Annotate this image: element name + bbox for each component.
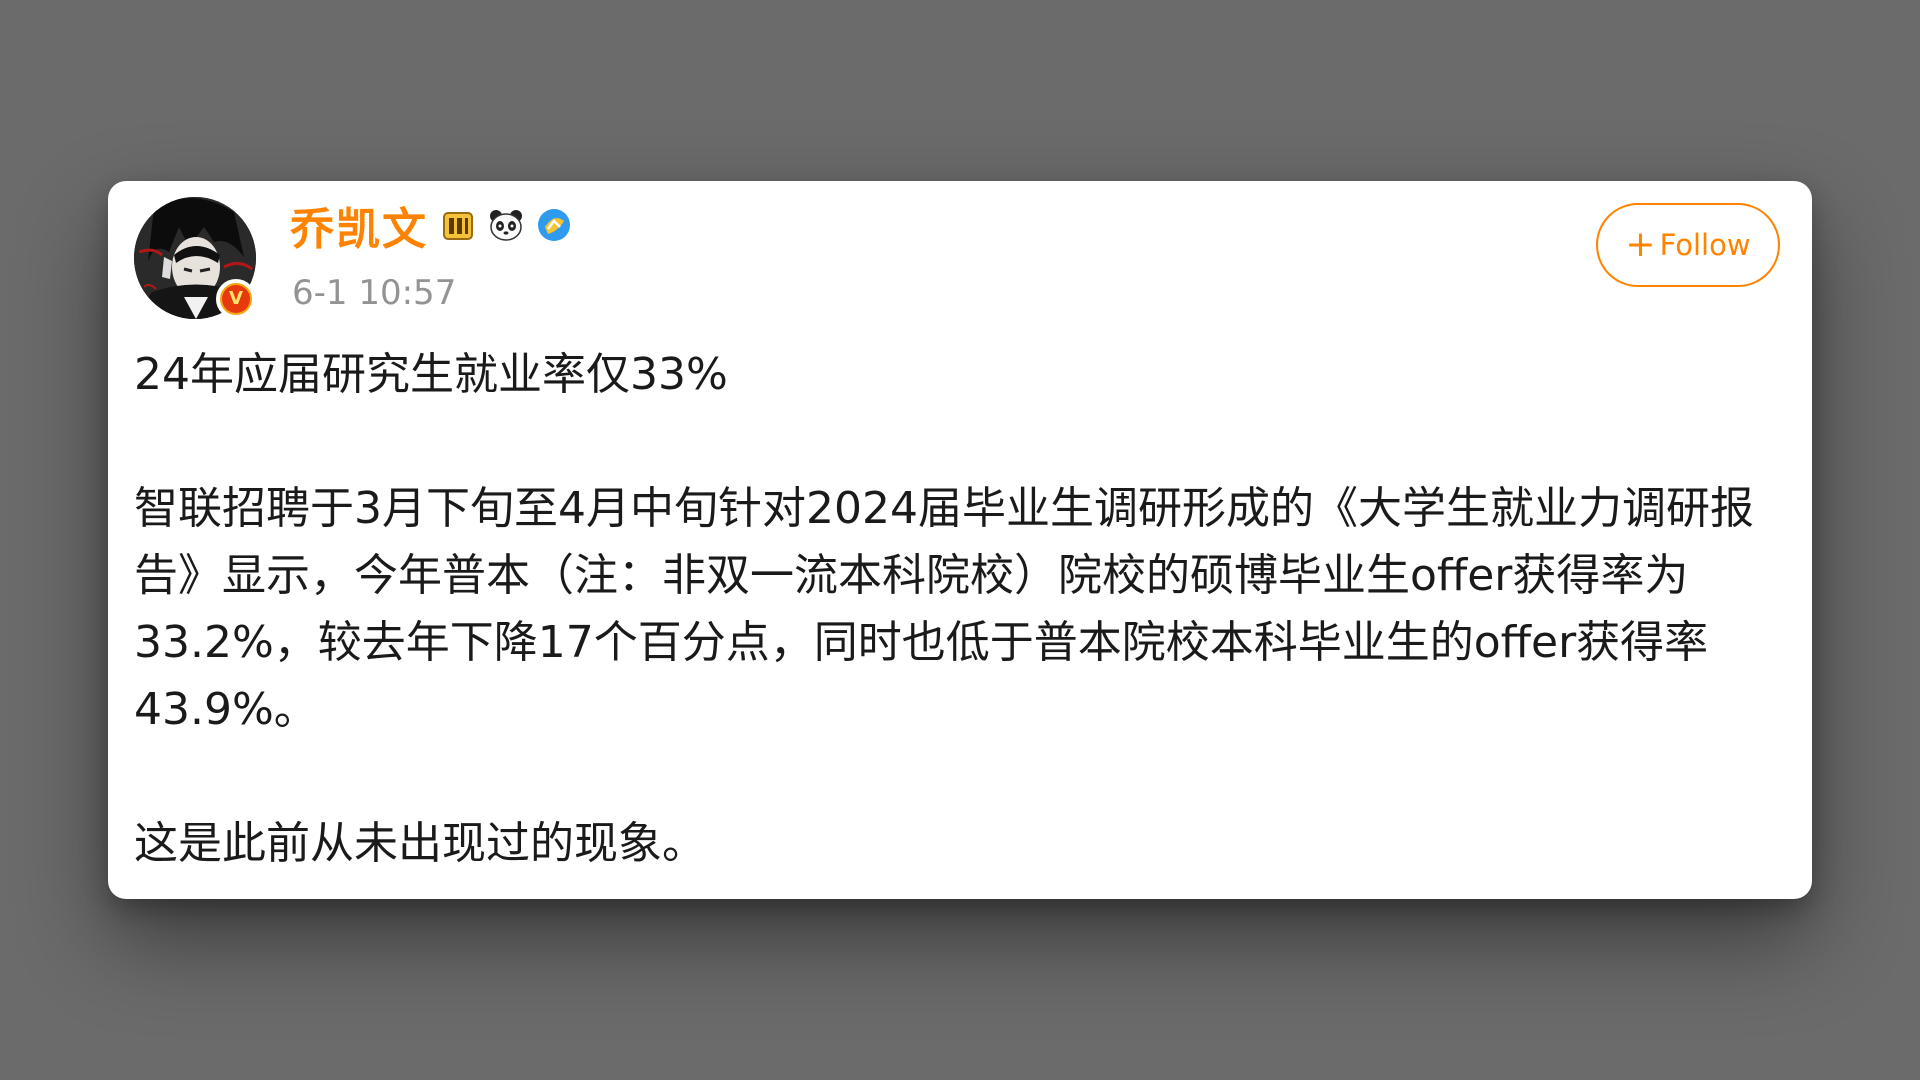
verified-v-letter: V — [222, 285, 250, 313]
post-closing: 这是此前从未出现过的现象。 — [134, 818, 706, 869]
username[interactable]: 乔凯文 — [290, 204, 428, 255]
avatar[interactable] — [134, 197, 256, 319]
paragraph-spacer — [134, 743, 1784, 810]
vip-rank-icon[interactable] — [440, 207, 476, 243]
verified-v-badge-icon: V — [216, 279, 256, 319]
avatar-image-icon — [134, 197, 256, 319]
follow-label: Follow — [1659, 228, 1751, 262]
verified-blue-icon[interactable] — [536, 207, 572, 243]
paragraph-spacer — [134, 408, 1784, 475]
panda-icon[interactable] — [488, 207, 524, 243]
post-paragraph: 智联招聘于3月下旬至4月中旬针对2024届毕业生调研形成的《大学生就业力调研报告… — [134, 483, 1754, 735]
plus-icon: + — [1625, 224, 1656, 265]
post-card: V 乔凯文 — [108, 181, 1812, 899]
post-timestamp[interactable]: 6-1 10:57 — [292, 273, 457, 313]
username-row: 乔凯文 — [290, 195, 572, 255]
follow-button[interactable]: + Follow — [1596, 203, 1780, 287]
post-headline: 24年应届研究生就业率仅33% — [134, 349, 728, 400]
post-body: 24年应届研究生就业率仅33% 智联招聘于3月下旬至4月中旬针对2024届毕业生… — [134, 341, 1784, 877]
